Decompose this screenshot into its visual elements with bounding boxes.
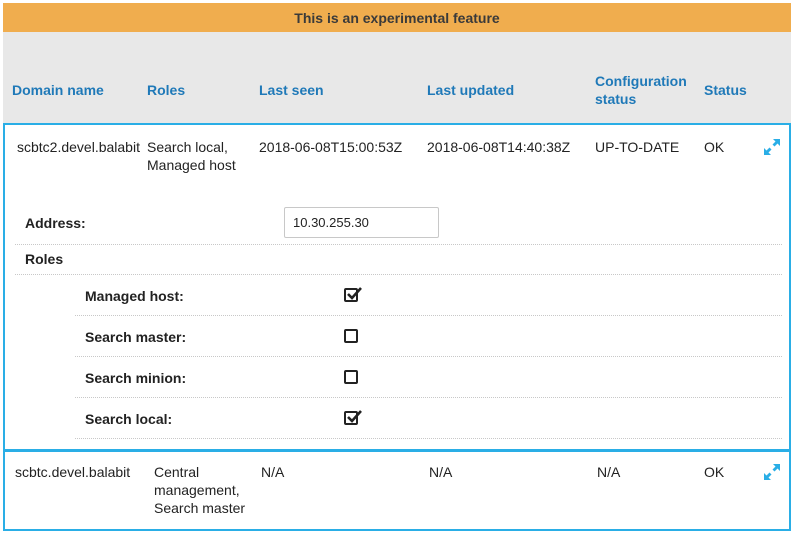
divider	[75, 356, 782, 357]
header-configuration-line1: Configuration	[595, 73, 687, 89]
expand-arrows-icon[interactable]	[762, 462, 782, 482]
role-label-search-minion: Search minion:	[85, 370, 187, 386]
header-last-updated[interactable]: Last updated	[427, 82, 515, 98]
role-label-search-master: Search master:	[85, 329, 187, 345]
roles-line: Search local,	[147, 139, 228, 155]
banner-text: This is an experimental feature	[294, 9, 500, 26]
header-configuration-status[interactable]: Configuration status	[595, 72, 687, 108]
address-label: Address:	[25, 215, 86, 231]
roles-line: Managed host	[147, 157, 236, 173]
status-cell: OK	[704, 464, 725, 480]
search-master-checkbox[interactable]	[344, 329, 358, 343]
table-header: Domain name Roles Last seen Last updated…	[3, 32, 791, 123]
table-row[interactable]: scbtc2.devel.balabit Search local, Manag…	[3, 123, 791, 187]
status-cell: OK	[704, 139, 725, 155]
configuration-status-cell: N/A	[597, 464, 621, 480]
domain-name-cell: scbtc2.devel.balabit	[17, 139, 140, 155]
divider	[15, 244, 782, 245]
divider	[15, 274, 782, 275]
divider	[75, 438, 782, 439]
experimental-feature-banner: This is an experimental feature	[3, 3, 791, 32]
role-label-search-local: Search local:	[85, 411, 173, 427]
roles-cell: Central management, Search master	[154, 463, 245, 517]
header-domain-name[interactable]: Domain name	[12, 82, 104, 98]
search-minion-checkbox[interactable]	[344, 370, 358, 384]
domain-name-cell: scbtc.devel.balabit	[15, 464, 131, 480]
divider	[75, 397, 782, 398]
roles-heading: Roles	[25, 251, 64, 267]
header-status[interactable]: Status	[704, 82, 747, 98]
header-last-seen[interactable]: Last seen	[259, 82, 324, 98]
check-icon	[347, 287, 362, 300]
search-local-checkbox[interactable]	[344, 410, 362, 425]
divider	[75, 315, 782, 316]
roles-line: management,	[154, 482, 240, 498]
last-seen-cell: 2018-06-08T15:00:53Z	[259, 139, 403, 155]
header-configuration-line2: status	[595, 91, 637, 107]
roles-cell: Search local, Managed host	[147, 138, 236, 174]
last-updated-cell: N/A	[429, 464, 453, 480]
last-updated-cell: 2018-06-08T14:40:38Z	[427, 139, 571, 155]
check-icon	[347, 410, 362, 423]
roles-line: Central	[154, 464, 200, 480]
expand-arrows-icon[interactable]	[762, 137, 782, 157]
last-seen-cell: N/A	[261, 464, 285, 480]
managed-host-checkbox[interactable]	[344, 287, 362, 302]
address-input[interactable]	[284, 207, 439, 238]
table-row[interactable]: scbtc.devel.balabit Central management, …	[3, 450, 791, 531]
roles-line: Search master	[154, 500, 246, 516]
role-label-managed-host: Managed host:	[85, 288, 184, 304]
configuration-status-cell: UP-TO-DATE	[595, 139, 680, 155]
header-roles[interactable]: Roles	[147, 82, 186, 98]
